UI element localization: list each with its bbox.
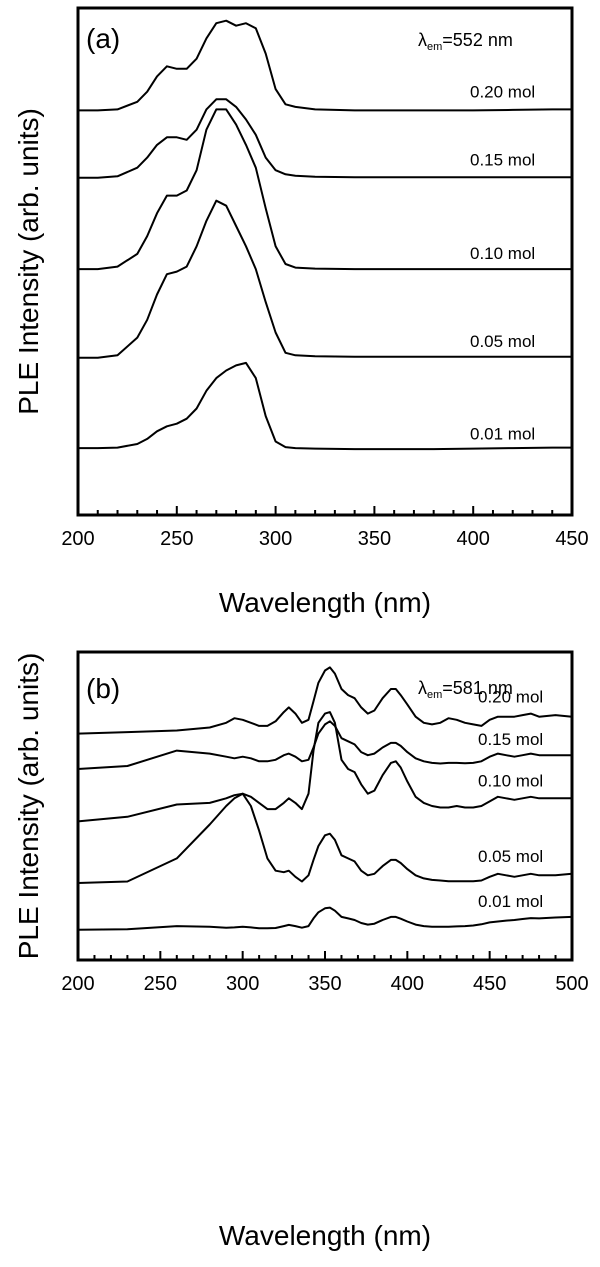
y-axis-title: PLE Intensity (arb. units) (13, 653, 44, 960)
panel-a: 0.20 mol 0.15 mol 0.10 mol 0.05 mol 0.01 mol… (13, 6, 589, 618)
x-tick-label: 250 (160, 528, 193, 550)
series-line-005 (77, 792, 573, 884)
x-axis-title: Wavelength (nm) (219, 587, 431, 618)
emission-wavelength-label: λem=552 nm (418, 30, 513, 53)
x-tick-label: 450 (555, 528, 588, 550)
x-tick-label: 400 (457, 528, 490, 550)
series-line-020 (77, 666, 573, 735)
x-tick-label: 450 (473, 973, 506, 995)
series-line-001 (78, 361, 572, 451)
series-label: 0.01 mol (478, 892, 543, 911)
series-label: 0.05 mol (478, 847, 543, 866)
x-tick-label: 400 (391, 973, 424, 995)
series-line-015 (77, 720, 572, 770)
series-label: 0.10 mol (470, 244, 535, 263)
plot-frame (76, 6, 574, 517)
series-label: 0.15 mol (470, 150, 535, 169)
series-label: 0.20 mol (478, 688, 543, 707)
x-tick-label: 200 (61, 528, 94, 550)
x-tick-label: 300 (259, 528, 292, 550)
series-label: 0.15 mol (478, 730, 543, 749)
series-line-010 (77, 711, 572, 823)
x-tick-label: 350 (358, 528, 391, 550)
series-label: 0.10 mol (478, 771, 543, 790)
x-tick-label: 300 (226, 973, 259, 995)
series-label: 0.20 mol (470, 82, 535, 101)
emission-wavelength-label: λem=581 nm (418, 678, 513, 701)
series-line-020 (78, 19, 572, 112)
y-axis-title: PLE Intensity (arb. units) (13, 108, 44, 415)
series-line-005 (78, 199, 572, 359)
x-tick-label: 500 (555, 973, 588, 995)
series-line-015 (78, 98, 572, 179)
series-line-010 (78, 108, 572, 271)
series-line-001 (77, 906, 573, 931)
series-label: 0.05 mol (470, 332, 535, 351)
x-tick-label: 350 (308, 973, 341, 995)
x-tick-label: 200 (61, 973, 94, 995)
series-label: 0.01 mol (470, 425, 535, 444)
panel-label: (a) (86, 23, 120, 54)
x-axis-title: Wavelength (nm) (219, 1220, 431, 1251)
panel-b: 0.20 mol 0.15 mol 0.10 mol 0.05 mol 0.01 mol… (13, 650, 589, 1251)
panel-label: (b) (86, 673, 120, 704)
x-tick-label: 250 (144, 973, 177, 995)
